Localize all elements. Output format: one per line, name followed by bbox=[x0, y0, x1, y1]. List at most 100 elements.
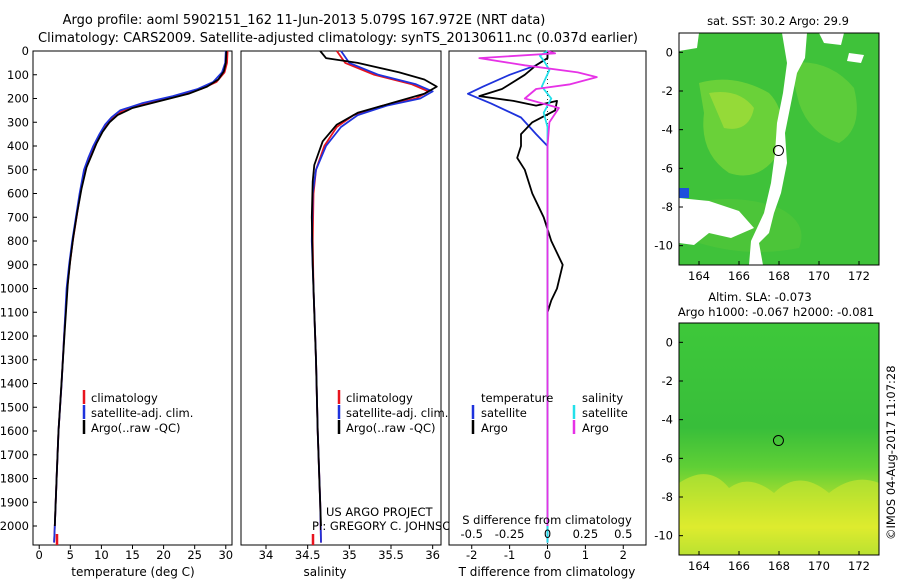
legend-label-argo: Argo(..raw -QC) bbox=[346, 421, 436, 435]
sla-high-band bbox=[679, 474, 879, 555]
y-tick-label: 600 bbox=[7, 187, 29, 201]
x-tick-label: 34 bbox=[259, 548, 274, 562]
y-tick-label: 500 bbox=[7, 163, 29, 177]
x-tick-label: 0 bbox=[544, 548, 551, 562]
top-x-tick-label: 0.5 bbox=[614, 527, 632, 541]
legend-label-t-argo: Argo bbox=[481, 421, 508, 435]
legend-label-s-satellite: satellite bbox=[582, 406, 628, 420]
sst-cloud-gap-northeast bbox=[819, 33, 844, 45]
x-tick-label: 15 bbox=[125, 548, 140, 562]
map-y-tick-label: -8 bbox=[662, 490, 673, 504]
salinity-xlabel: salinity bbox=[303, 565, 346, 579]
float-position-marker bbox=[772, 145, 784, 157]
map-y-tick-label: -6 bbox=[662, 161, 673, 175]
y-tick-label: 200 bbox=[7, 92, 29, 106]
salinity-legend: climatology satellite-adj. clim. Argo(..… bbox=[337, 390, 448, 435]
legend-label-satellite: satellite-adj. clim. bbox=[346, 406, 448, 420]
legend-label-argo: Argo(..raw -QC) bbox=[91, 421, 181, 435]
series-t-argo bbox=[478, 51, 564, 526]
x-tick-label: 30 bbox=[218, 548, 233, 562]
temperature-xlabel: temperature (deg C) bbox=[71, 565, 194, 579]
project-credit: US ARGO PROJECT bbox=[326, 505, 434, 519]
map-y-tick-label: -4 bbox=[662, 413, 673, 427]
x-tick-label: 36 bbox=[425, 548, 440, 562]
salinity-panel: 34 34.5 35 35.5 36 salinity climatology sate… bbox=[240, 50, 460, 579]
legend-title-salinity: salinity bbox=[582, 391, 623, 405]
t-difference-x-axis: -2 -1 0 1 2 bbox=[466, 545, 627, 562]
sla-map-axes: 164 166 168 170 172 0 -2 -4 -6 -8 -10 bbox=[654, 335, 870, 573]
x-tick-label: 34.5 bbox=[295, 548, 321, 562]
t-difference-xlabel: T difference from climatology bbox=[458, 565, 636, 579]
y-tick-label: 1100 bbox=[0, 305, 29, 319]
map-y-tick-label: -2 bbox=[662, 374, 673, 388]
map-x-tick-label: 168 bbox=[768, 269, 790, 283]
sst-cold-pixel bbox=[679, 188, 689, 198]
sla-map-panel: Altim. SLA: -0.073 Argo h1000: -0.067 h2… bbox=[654, 290, 880, 573]
map-x-tick-label: 168 bbox=[768, 559, 790, 573]
salinity-plot-frame bbox=[240, 50, 442, 546]
map-x-tick-label: 164 bbox=[688, 559, 710, 573]
series-argo-raw-qc bbox=[310, 50, 438, 527]
y-tick-label: 800 bbox=[7, 234, 29, 248]
map-y-tick-label: -10 bbox=[654, 529, 673, 543]
map-y-tick-label: -10 bbox=[654, 239, 673, 253]
map-x-tick-label: 170 bbox=[808, 269, 830, 283]
pi-credit: PI: GREGORY C. JOHNSON bbox=[312, 519, 460, 533]
y-tick-label: 1500 bbox=[0, 400, 29, 414]
sst-map-panel: sat. SST: 30.2 Argo: 29.9 164 166 168 170 17… bbox=[654, 14, 880, 283]
x-tick-label: 10 bbox=[94, 548, 109, 562]
map-y-tick-label: 0 bbox=[666, 335, 673, 349]
y-tick-label: 1600 bbox=[0, 424, 29, 438]
x-tick-label: 5 bbox=[67, 548, 74, 562]
y-tick-label: 0 bbox=[22, 44, 29, 58]
x-tick-label: 1 bbox=[582, 548, 589, 562]
series-s-argo bbox=[478, 50, 598, 526]
map-x-tick-label: 164 bbox=[688, 269, 710, 283]
legend-label-satellite: satellite-adj. clim. bbox=[91, 406, 193, 420]
map-x-tick-label: 172 bbox=[848, 559, 870, 573]
map-y-tick-label: -8 bbox=[662, 200, 673, 214]
figure-title-line1: Argo profile: aoml 5902151_162 11-Jun-20… bbox=[63, 13, 546, 28]
map-y-tick-label: 0 bbox=[666, 45, 673, 59]
sst-map-axes: 164 166 168 170 172 0 -2 -4 -6 -8 -10 bbox=[654, 45, 870, 283]
difference-panel: -2 -1 0 1 2 -0.5 -0.25 0 0.25 0.5 S difference f… bbox=[448, 50, 647, 579]
x-tick-label: 20 bbox=[156, 548, 171, 562]
map-y-tick-label: -4 bbox=[662, 123, 673, 137]
map-x-tick-label: 166 bbox=[728, 269, 750, 283]
top-x-tick-label: 0.25 bbox=[573, 527, 599, 541]
map-x-tick-label: 166 bbox=[728, 559, 750, 573]
difference-legend: temperature satellite Argo salinity sate… bbox=[471, 391, 628, 435]
salinity-series bbox=[310, 50, 438, 545]
x-tick-label: -1 bbox=[504, 548, 515, 562]
sla-map-subtitle: Argo h1000: -0.067 h2000: -0.081 bbox=[678, 305, 874, 319]
sst-map-title: sat. SST: 30.2 Argo: 29.9 bbox=[707, 14, 849, 28]
temperature-plot-frame bbox=[32, 50, 233, 546]
x-tick-label: -2 bbox=[466, 548, 477, 562]
sst-cloud-gap-small bbox=[847, 53, 864, 63]
legend-label-t-satellite: satellite bbox=[481, 406, 527, 420]
salinity-x-axis: 34 34.5 35 35.5 36 bbox=[259, 545, 440, 562]
y-tick-label: 2000 bbox=[0, 519, 29, 533]
sst-cloud-gap-south bbox=[679, 198, 754, 245]
s-difference-xlabel: S difference from climatology bbox=[462, 513, 632, 527]
y-tick-label: 1700 bbox=[0, 448, 29, 462]
y-tick-label: 1400 bbox=[0, 377, 29, 391]
y-tick-label: 300 bbox=[7, 115, 29, 129]
legend-label-s-argo: Argo bbox=[582, 421, 609, 435]
figure-title-line2: Climatology: CARS2009. Satellite-adjuste… bbox=[38, 31, 638, 46]
x-tick-label: 25 bbox=[187, 548, 202, 562]
x-tick-label: 35.5 bbox=[378, 548, 404, 562]
sst-warm-patch-east bbox=[789, 62, 857, 143]
temperature-legend: climatology satellite-adj. clim. Argo(..… bbox=[82, 390, 193, 435]
map-y-tick-label: -2 bbox=[662, 84, 673, 98]
y-tick-label: 100 bbox=[7, 68, 29, 82]
x-tick-label: 2 bbox=[620, 548, 627, 562]
map-x-tick-label: 170 bbox=[808, 559, 830, 573]
x-tick-label: 35 bbox=[342, 548, 357, 562]
legend-title-temperature: temperature bbox=[481, 391, 553, 405]
top-x-tick-label: -0.5 bbox=[461, 527, 483, 541]
sst-map-area bbox=[679, 33, 879, 265]
sst-cloud-gap-north bbox=[679, 33, 699, 51]
sla-map-title: Altim. SLA: -0.073 bbox=[708, 290, 812, 304]
series-argo-raw-qc bbox=[53, 50, 228, 527]
